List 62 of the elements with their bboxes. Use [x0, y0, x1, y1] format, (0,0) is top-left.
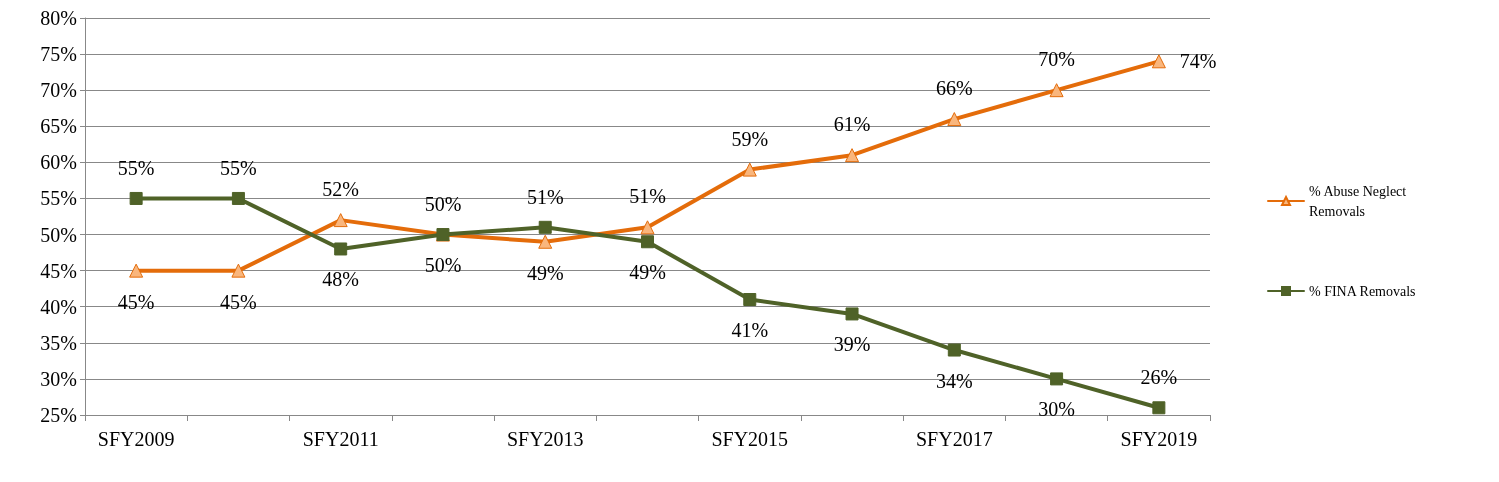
data-label: 49% — [526, 261, 564, 284]
data-label: 50% — [424, 192, 462, 215]
y-tick-label: 25% — [40, 404, 77, 426]
data-label: 66% — [935, 77, 973, 100]
x-tick-label: SFY2015 — [711, 428, 789, 450]
point — [231, 263, 246, 278]
data-label: 55% — [117, 156, 155, 179]
x-tick-label: SFY2011 — [302, 428, 379, 450]
data-label: 55% — [220, 156, 257, 179]
y-tick-label: 70% — [40, 79, 77, 102]
data-label: 51% — [526, 185, 564, 208]
x-tick-label: SFY2009 — [97, 428, 175, 450]
point — [333, 213, 348, 228]
point — [1050, 372, 1064, 386]
y-tick-label: 35% — [40, 331, 77, 354]
y-tick-label: 50% — [40, 223, 77, 246]
data-label: 61% — [833, 113, 871, 136]
data-label: 48% — [322, 268, 360, 291]
x-tick-label: SFY2017 — [915, 428, 993, 450]
point — [129, 263, 144, 278]
point — [334, 242, 348, 256]
point — [743, 293, 757, 307]
data-label: 41% — [731, 319, 769, 342]
point — [947, 112, 962, 127]
point — [640, 220, 655, 235]
y-tick-label: 65% — [40, 115, 77, 138]
y-tick-label: 80% — [40, 7, 77, 29]
data-label: 50% — [424, 254, 462, 277]
y-tick-label: 45% — [40, 259, 77, 282]
x-tick-label: SFY2013 — [506, 428, 584, 450]
data-label: 59% — [731, 127, 769, 150]
data-label: 45% — [220, 290, 257, 313]
data-label: 45% — [117, 290, 155, 313]
data-label: 74% — [1179, 50, 1217, 73]
y-tick-label: 60% — [40, 151, 77, 174]
x-tick-label: SFY2019 — [1120, 428, 1198, 450]
data-label: 34% — [935, 369, 973, 392]
data-label: 49% — [629, 261, 666, 284]
data-label: 26% — [1140, 366, 1178, 389]
point — [1049, 83, 1064, 98]
point — [641, 235, 654, 249]
point — [1152, 401, 1166, 415]
legend-label: % Abuse Neglect Removals — [1309, 183, 1410, 219]
data-label: 52% — [322, 178, 360, 201]
legend-label: % FINA Removals — [1309, 283, 1416, 299]
data-label: 70% — [1038, 48, 1075, 71]
point — [1151, 54, 1166, 69]
point — [742, 162, 757, 177]
y-tick-label: 75% — [40, 43, 77, 66]
data-label: 51% — [629, 185, 666, 208]
point — [947, 343, 961, 357]
data-label: 30% — [1038, 398, 1075, 421]
y-tick-label: 40% — [40, 295, 77, 318]
y-tick-label: 30% — [40, 367, 77, 390]
point — [845, 148, 860, 163]
point — [845, 307, 859, 321]
point — [538, 220, 552, 234]
point — [129, 191, 143, 205]
y-tick-label: 55% — [40, 187, 77, 210]
point — [538, 234, 553, 249]
point — [231, 191, 245, 205]
data-label: 39% — [833, 333, 871, 356]
